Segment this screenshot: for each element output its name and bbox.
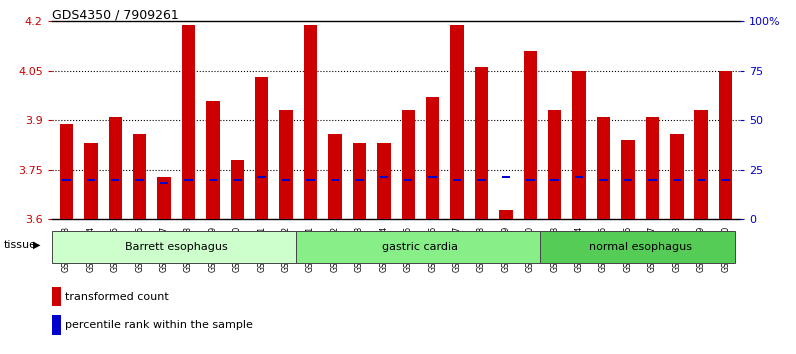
Text: ▶: ▶ bbox=[33, 240, 41, 250]
Bar bbox=[233, 179, 241, 181]
Bar bbox=[304, 24, 318, 219]
Bar bbox=[135, 179, 144, 181]
Bar bbox=[621, 140, 634, 219]
Text: transformed count: transformed count bbox=[65, 292, 169, 302]
Text: tissue: tissue bbox=[4, 240, 37, 250]
Bar bbox=[697, 179, 705, 181]
Bar bbox=[526, 179, 535, 181]
Bar bbox=[158, 177, 171, 219]
Bar bbox=[255, 78, 268, 219]
Bar bbox=[575, 176, 583, 177]
Bar bbox=[328, 133, 341, 219]
Bar bbox=[648, 179, 657, 181]
Bar bbox=[380, 176, 388, 177]
Text: normal esophagus: normal esophagus bbox=[589, 242, 692, 252]
Bar bbox=[84, 143, 98, 219]
Bar bbox=[453, 179, 462, 181]
Bar bbox=[87, 179, 95, 181]
Bar bbox=[501, 176, 510, 177]
Text: GDS4350 / 7909261: GDS4350 / 7909261 bbox=[52, 9, 178, 22]
Bar bbox=[62, 179, 71, 181]
Bar bbox=[451, 24, 464, 219]
Bar bbox=[353, 143, 366, 219]
Bar bbox=[377, 143, 391, 219]
Bar bbox=[296, 231, 540, 263]
Bar bbox=[330, 179, 339, 181]
Bar bbox=[719, 71, 732, 219]
Bar bbox=[551, 179, 559, 181]
Bar bbox=[404, 179, 412, 181]
Bar bbox=[599, 179, 608, 181]
Bar bbox=[160, 182, 168, 184]
Bar bbox=[524, 51, 537, 219]
Bar bbox=[184, 179, 193, 181]
Bar bbox=[181, 24, 195, 219]
Bar bbox=[306, 179, 315, 181]
Bar bbox=[477, 179, 486, 181]
Bar bbox=[721, 179, 730, 181]
Bar bbox=[673, 179, 681, 181]
Bar bbox=[60, 124, 73, 219]
Text: percentile rank within the sample: percentile rank within the sample bbox=[65, 320, 253, 330]
Bar bbox=[646, 117, 659, 219]
Bar bbox=[279, 110, 293, 219]
Bar bbox=[209, 179, 217, 181]
Bar bbox=[52, 231, 296, 263]
Bar bbox=[426, 97, 439, 219]
Bar bbox=[231, 160, 244, 219]
Bar bbox=[355, 179, 364, 181]
Bar bbox=[257, 176, 266, 177]
Text: gastric cardia: gastric cardia bbox=[382, 242, 458, 252]
Bar bbox=[206, 101, 220, 219]
Bar bbox=[540, 231, 736, 263]
Bar bbox=[670, 133, 684, 219]
Text: Barrett esophagus: Barrett esophagus bbox=[125, 242, 228, 252]
Bar bbox=[597, 117, 611, 219]
Bar bbox=[548, 110, 561, 219]
Bar bbox=[401, 110, 415, 219]
Bar bbox=[474, 68, 488, 219]
Bar bbox=[282, 179, 291, 181]
Bar bbox=[133, 133, 146, 219]
Bar bbox=[428, 176, 437, 177]
Bar bbox=[624, 179, 632, 181]
Bar bbox=[499, 210, 513, 219]
Bar bbox=[111, 179, 119, 181]
Bar bbox=[694, 110, 708, 219]
Bar bbox=[572, 71, 586, 219]
Bar bbox=[108, 117, 122, 219]
